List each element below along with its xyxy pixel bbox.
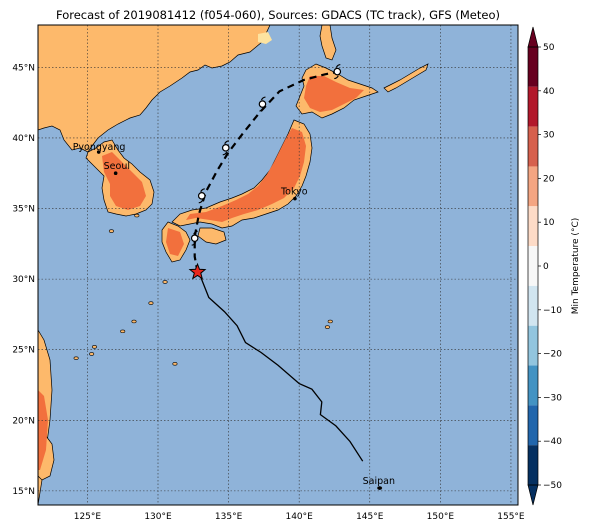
lat-tick-label: 40°N	[12, 134, 35, 144]
lon-tick-label: 155°E	[497, 512, 525, 522]
cyclone-symbol-arm	[200, 188, 205, 193]
lon-tick-label: 145°E	[356, 512, 384, 522]
island	[327, 319, 333, 324]
colorbar: 50 40 30 20 10 0 −10 −20 −30 −40 −50 Min Temperatur…	[527, 26, 581, 506]
colorbar-tick-label: −40	[543, 437, 562, 447]
land-sakhalin	[319, 25, 337, 61]
track-forecast	[193, 70, 339, 273]
colorbar-segment	[528, 86, 538, 127]
island	[162, 280, 168, 284]
tc-track	[188, 63, 364, 462]
city-label: Saipan	[363, 476, 395, 487]
city-marker	[377, 486, 382, 490]
colorbar-segment	[528, 325, 538, 366]
island	[131, 319, 137, 324]
graticule	[38, 25, 518, 505]
axis-ticks: 125°E 130°E 135°E 140°E 145°E 150°E 155°E 45°N 4…	[12, 63, 525, 522]
lon-tick-label: 135°E	[215, 512, 243, 522]
city-marker	[96, 150, 101, 154]
island	[89, 352, 95, 356]
island	[73, 356, 79, 360]
city-layer: Pyongyang Seoul Tokyo Saipan	[73, 142, 395, 490]
island	[148, 301, 154, 305]
land-hot-hokkaido	[304, 76, 364, 112]
city-marker	[113, 171, 118, 176]
lat-tick-label: 25°N	[12, 346, 35, 356]
colorbar-extend-top	[527, 26, 539, 48]
colorbar-segment	[528, 405, 538, 446]
forecast-position-marker	[258, 100, 267, 108]
city-label: Seoul	[104, 161, 130, 172]
colorbar-tick-label: 0	[543, 262, 549, 272]
lat-tick-label: 20°N	[12, 416, 35, 426]
land-pale-mainland	[258, 32, 272, 44]
cyclone-symbol-arm	[260, 96, 266, 101]
colorbar-tick-label: −50	[543, 481, 562, 491]
land-hot-china-south	[38, 390, 48, 470]
cyclone-symbol-arm	[334, 75, 339, 80]
colorbar-segment	[528, 365, 538, 406]
colorbar-label: Min Temperature (°C)	[571, 218, 581, 315]
colorbar-tick-label: 10	[543, 218, 555, 228]
land-hot-kyushu	[166, 228, 184, 256]
forecast-position-marker	[190, 234, 199, 242]
land-kurils	[383, 63, 429, 93]
colorbar-tick-label: 40	[543, 87, 555, 97]
colorbar-tick-label: 50	[543, 43, 555, 53]
city-marker	[293, 196, 297, 201]
colorbar-tick-label: 30	[543, 131, 555, 141]
lat-tick-label: 45°N	[12, 63, 35, 73]
ryukyu-islands	[73, 213, 383, 490]
cyclone-symbol-arm	[224, 140, 229, 145]
forecast-position-marker	[333, 67, 342, 76]
island	[324, 325, 330, 329]
colorbar-segment	[528, 445, 538, 485]
colorbar-segment	[528, 126, 538, 167]
island	[172, 362, 178, 366]
cyclone-symbol-arm	[193, 230, 198, 235]
city-label: Pyongyang	[73, 142, 126, 153]
land-layer	[38, 25, 429, 505]
island	[120, 329, 126, 334]
cyclone-symbol-arm	[259, 107, 265, 112]
cyclone-symbol-arm	[222, 151, 228, 156]
colorbar-segment	[528, 47, 538, 87]
colorbar-tick-label: −20	[543, 350, 562, 360]
map-title: Forecast of 2019081412 (f054-060), Sourc…	[56, 8, 500, 22]
lat-tick-label: 30°N	[12, 275, 35, 285]
land-hot-korea	[102, 152, 146, 210]
colorbar-segment	[528, 285, 538, 326]
land-asia-mainland	[38, 25, 271, 153]
map-frame	[37, 24, 519, 506]
cyclone-symbol-arm	[198, 199, 204, 204]
land-shikoku	[197, 227, 227, 245]
lat-tick-label: 35°N	[12, 205, 35, 215]
colorbar-segment	[528, 166, 538, 207]
lon-tick-label: 150°E	[427, 512, 455, 522]
colorbar-segment	[528, 206, 538, 247]
lon-tick-label: 130°E	[144, 512, 172, 522]
island	[91, 345, 97, 349]
colorbar-tick-label: −10	[543, 306, 562, 316]
forecast-position-marker	[221, 144, 230, 152]
lat-tick-label: 15°N	[12, 487, 35, 497]
colorbar-extend-bottom	[527, 484, 539, 506]
lon-tick-label: 140°E	[285, 512, 313, 522]
city-label: Tokyo	[280, 187, 308, 198]
colorbar-segment	[528, 246, 538, 286]
island	[108, 229, 114, 233]
cyclone-symbol-arm	[191, 241, 197, 246]
colorbar-tick-label: −30	[543, 393, 562, 403]
lon-tick-label: 125°E	[74, 512, 102, 522]
forecast-position-marker	[197, 192, 206, 200]
current-position-star	[188, 262, 207, 280]
land-hot-honshu	[186, 128, 306, 222]
track-observed	[196, 271, 364, 462]
island	[134, 213, 140, 218]
cyclone-symbol-arm	[335, 63, 341, 68]
colorbar-tick-label: 20	[543, 174, 555, 184]
